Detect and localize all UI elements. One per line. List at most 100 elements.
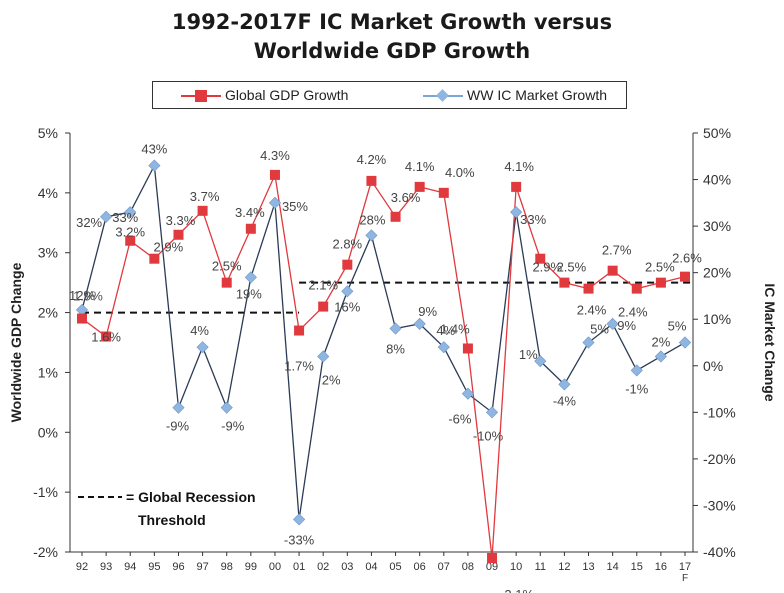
gdp-data-label: 2.4% xyxy=(618,305,648,320)
gdp-data-label: 3.6% xyxy=(391,190,421,205)
gdp-point xyxy=(269,169,280,180)
x-tick-label: 97 xyxy=(196,561,208,573)
gdp-point xyxy=(438,187,449,198)
ic-data-label: 33% xyxy=(520,212,546,227)
gdp-data-label: 2.1% xyxy=(308,278,338,293)
x-tick-label: 94 xyxy=(124,561,136,573)
gdp-data-label: 2.5% xyxy=(645,260,675,275)
x-tick-label: 09 xyxy=(486,561,498,573)
ic-point xyxy=(485,406,499,419)
ic-point xyxy=(510,206,523,219)
right-tick-label: 10% xyxy=(703,311,731,327)
gdp-point xyxy=(631,283,642,294)
gdp-point xyxy=(535,253,546,264)
ic-point xyxy=(341,285,354,298)
ic-data-label: -9% xyxy=(221,419,245,434)
legend-swatches xyxy=(181,89,463,102)
left-tick-label: 1% xyxy=(38,364,58,380)
right-tick-label: -40% xyxy=(703,544,736,560)
ic-point xyxy=(678,336,692,349)
left-axis-title: Worldwide GDP Change xyxy=(8,262,24,422)
gdp-point xyxy=(101,331,112,342)
gdp-data-label: 2.9% xyxy=(532,260,562,275)
ic-point xyxy=(244,271,257,284)
right-tick-label: 30% xyxy=(703,218,731,234)
gdp-point xyxy=(511,181,522,192)
gdp-point xyxy=(414,181,425,192)
gdp-data-label: 4.0% xyxy=(445,165,475,180)
ic-point xyxy=(654,350,667,363)
ic-point xyxy=(534,355,547,368)
gdp-data-label: 3.4% xyxy=(235,205,265,220)
x-tick-label: 05 xyxy=(389,561,401,573)
left-tick-label: 4% xyxy=(38,185,58,201)
x-tick-label: 08 xyxy=(462,561,474,573)
ic-point xyxy=(124,206,137,219)
x-tick-label: 03 xyxy=(341,561,353,573)
x-tick-label: 99 xyxy=(245,561,257,573)
chart-title-line1: 1992-2017F IC Market Growth versus xyxy=(171,10,613,34)
gdp-point xyxy=(294,325,305,336)
ic-point xyxy=(75,303,89,316)
ic-series-line xyxy=(81,163,686,520)
ic-data-label: -4% xyxy=(553,393,577,408)
gdp-data-label: 4.1% xyxy=(504,159,534,174)
ic-data-label: 19% xyxy=(236,286,262,301)
ic-point xyxy=(196,341,209,354)
gdp-data-label: 1.9% xyxy=(73,289,103,304)
right-tick-label: -20% xyxy=(703,451,736,467)
ic-point xyxy=(606,317,619,330)
left-tick-label: 5% xyxy=(38,125,58,141)
gdp-point xyxy=(366,175,377,186)
gdp-point xyxy=(149,253,160,264)
gdp-point xyxy=(342,259,353,270)
x-tick-label: 07 xyxy=(438,561,450,573)
gdp-data-label: 1.4% xyxy=(440,321,470,336)
legend-ic-marker xyxy=(436,89,449,102)
x-tick-label: 06 xyxy=(414,561,426,573)
right-tick-label: 20% xyxy=(703,265,731,281)
x-tick-label: 14 xyxy=(607,561,619,573)
gdp-point xyxy=(245,223,256,234)
ic-data-label: -1% xyxy=(625,381,649,396)
gdp-point xyxy=(655,277,666,288)
ic-data-label: 35% xyxy=(282,199,308,214)
chart-title: 1992-2017F IC Market Growth versus World… xyxy=(0,8,784,66)
x-tick-suffix: F xyxy=(682,573,688,584)
x-tick-label: 98 xyxy=(221,561,233,573)
ic-data-label: -9% xyxy=(166,419,190,434)
x-tick-label: 15 xyxy=(631,561,643,573)
ic-data-label: 4% xyxy=(190,323,209,338)
x-tick-label: 04 xyxy=(365,561,377,573)
x-tick-label: 96 xyxy=(172,561,184,573)
gdp-data-label: 2.6% xyxy=(672,251,702,266)
ic-data-label: 28% xyxy=(359,212,385,227)
gdp-data-label: 2.5% xyxy=(212,259,242,274)
gdp-point xyxy=(583,283,594,294)
annotation-line2: Threshold xyxy=(138,512,206,528)
gdp-point xyxy=(680,271,690,282)
right-tick-label: -10% xyxy=(703,404,736,420)
x-tick-label: 13 xyxy=(582,561,594,573)
right-tick-label: 0% xyxy=(703,358,723,374)
left-tick-label: 0% xyxy=(38,424,58,440)
gdp-data-label: 4.2% xyxy=(357,152,387,167)
legend-ic-label: WW IC Market Growth xyxy=(467,87,608,103)
ic-data-label: 9% xyxy=(617,318,636,333)
ic-point xyxy=(100,210,113,223)
x-tick-label: 12 xyxy=(558,561,570,573)
x-tick-label: 10 xyxy=(510,561,522,573)
gdp-data-label: 3.7% xyxy=(190,189,220,204)
ic-point xyxy=(389,322,402,335)
left-tick-label: 3% xyxy=(38,245,58,261)
ic-point xyxy=(268,196,282,209)
ic-point xyxy=(437,341,450,354)
ic-data-label: 5% xyxy=(590,322,609,337)
left-tick-label: -2% xyxy=(33,544,58,560)
right-tick-label: 40% xyxy=(703,172,731,188)
x-tick-label: 00 xyxy=(269,561,281,573)
gdp-point xyxy=(487,552,498,563)
ic-point xyxy=(220,401,233,414)
right-axis-title: IC Market Change xyxy=(762,283,778,401)
ic-data-label: 2% xyxy=(322,372,341,387)
